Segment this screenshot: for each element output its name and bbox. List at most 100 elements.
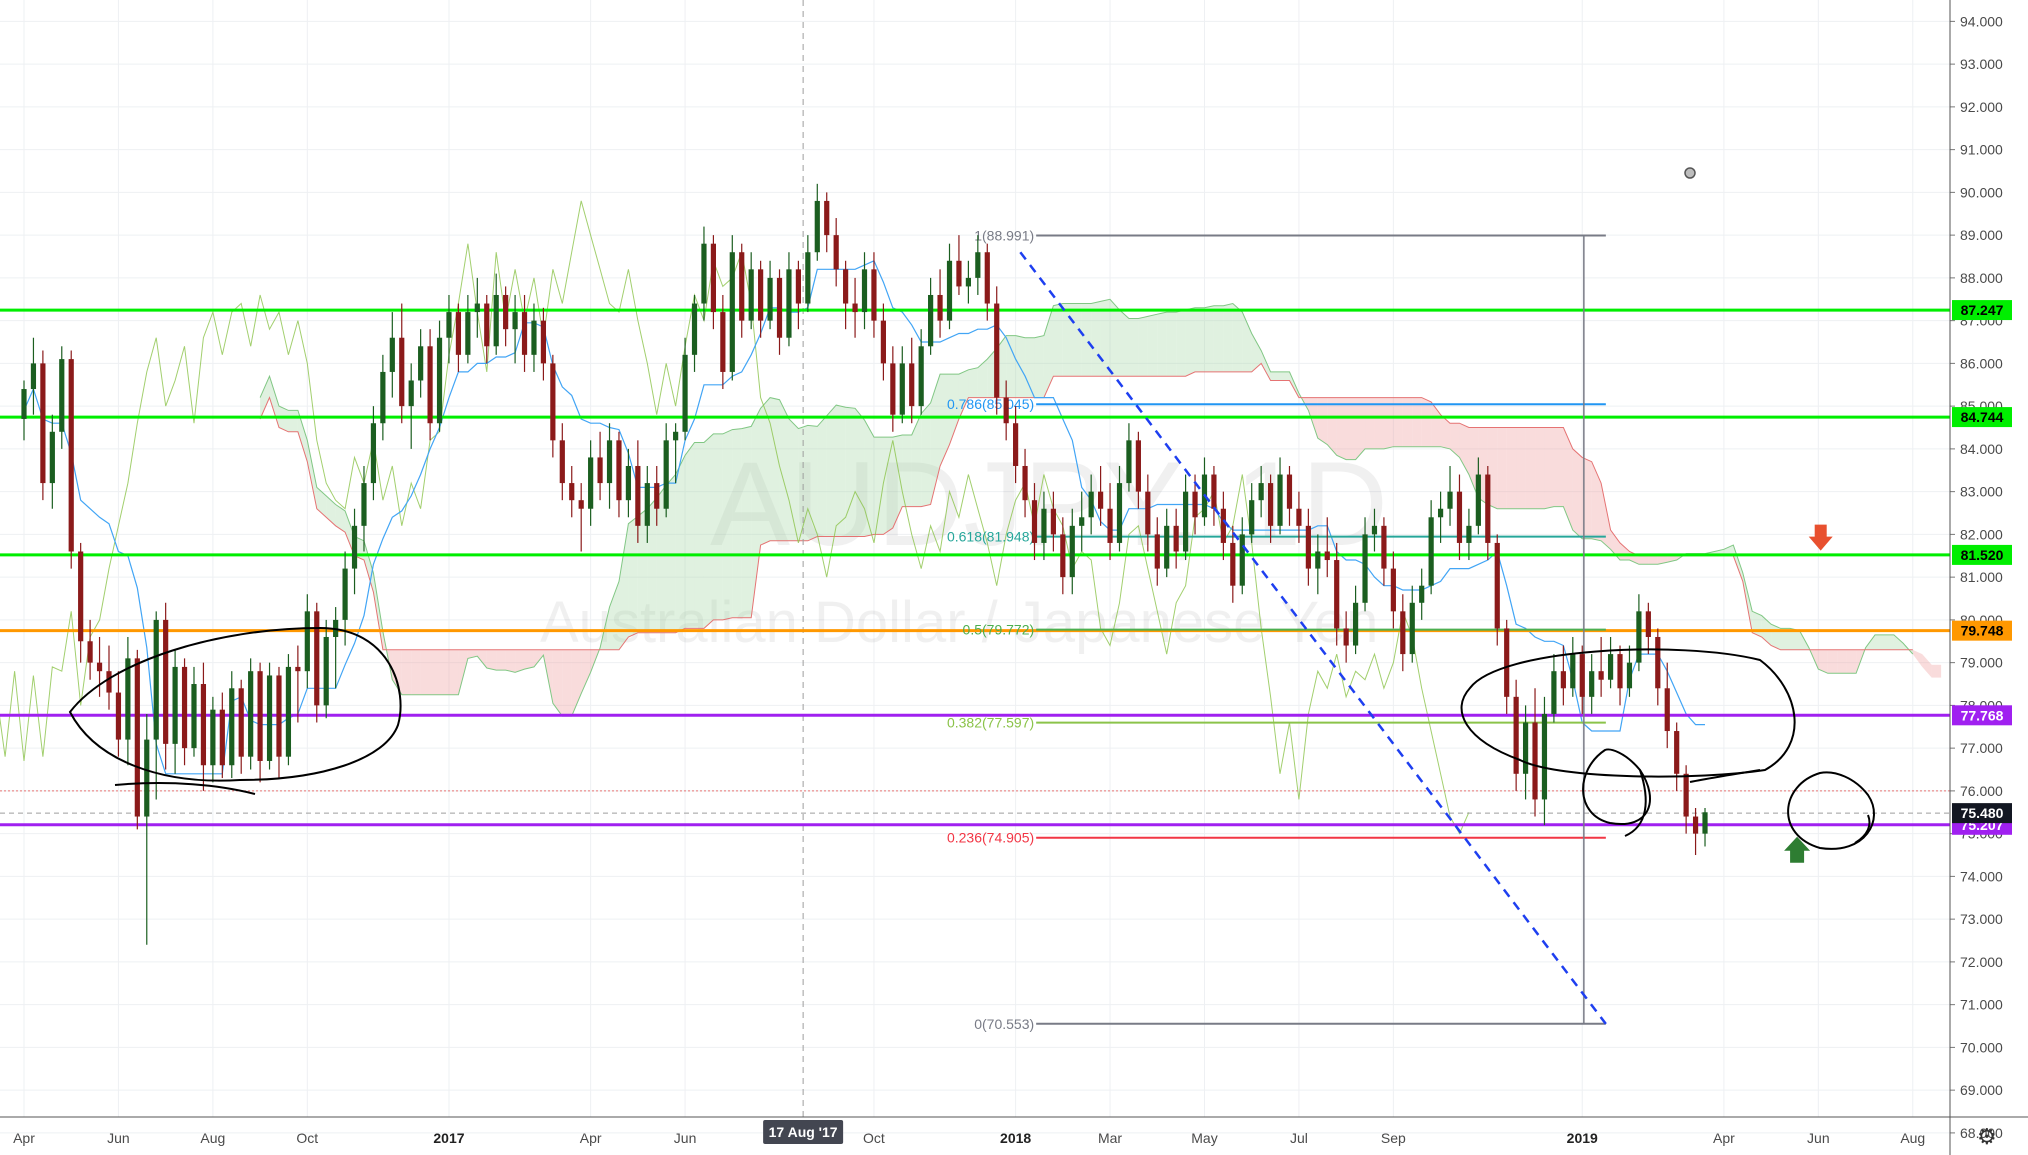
- cloud-segment: [1355, 397, 1366, 460]
- cloud-segment: [1365, 397, 1375, 449]
- cloud-segment: [675, 455, 686, 633]
- candle-body: [710, 243, 717, 313]
- candle-body: [937, 294, 943, 321]
- current-price-label: 75.480: [1961, 805, 2004, 821]
- settings-gear-icon[interactable]: ⚙: [1977, 1125, 1997, 1150]
- cloud-segment: [420, 649, 431, 695]
- cloud-segment: [524, 649, 534, 670]
- cloud-segment: [1138, 316, 1148, 377]
- current-price-badge: [1952, 803, 2012, 824]
- level-price-label: 81.520: [1961, 547, 2004, 563]
- drawn-dot[interactable]: [1684, 167, 1696, 179]
- cloud-segment: [1176, 309, 1186, 377]
- candle-body: [323, 636, 329, 706]
- candle-body: [1334, 560, 1340, 629]
- candle-body: [1239, 534, 1245, 586]
- candle-body: [729, 252, 735, 372]
- candle-body: [1400, 611, 1406, 655]
- candle-body: [1352, 602, 1359, 646]
- hand-drawn-circles[interactable]: [68, 167, 1875, 850]
- dashed-trendline[interactable]: [1019, 251, 1607, 1025]
- cloud-segment: [930, 374, 941, 505]
- cloud-segment: [883, 437, 893, 535]
- drawn-hook-low[interactable]: [1624, 769, 1647, 837]
- time-tick-label: Jun: [674, 1130, 697, 1146]
- cloud-segment: [552, 649, 563, 717]
- candle-body: [795, 269, 801, 304]
- drawn-underline-left[interactable]: [114, 782, 256, 795]
- candle-body: [663, 440, 669, 509]
- fib-level-label: 0.5(79.772): [963, 622, 1035, 638]
- drawn-underline-right[interactable]: [1689, 769, 1761, 783]
- price-tick-label: 89.000: [1960, 227, 2003, 243]
- cloud-segment: [751, 408, 761, 618]
- candle-body: [446, 312, 452, 338]
- cloud-segment: [1516, 427, 1526, 509]
- drawn-hook-current[interactable]: [1854, 814, 1871, 844]
- price-tick-label: 79.000: [1960, 655, 2003, 671]
- cloud-segment: [1081, 303, 1092, 377]
- candle-body: [172, 666, 178, 744]
- candle-body: [1664, 688, 1670, 732]
- candle-body: [625, 465, 632, 501]
- candle-body: [1692, 816, 1699, 834]
- candle-body: [276, 675, 282, 757]
- cloud-segment: [401, 649, 412, 695]
- price-tick-label: 71.000: [1960, 997, 2003, 1013]
- trendline-segment[interactable]: [1019, 251, 1607, 1025]
- candle-body: [1513, 696, 1519, 774]
- cloud-segment: [1601, 483, 1611, 550]
- candle-body: [928, 294, 934, 347]
- candle-body: [1409, 602, 1415, 655]
- candle-body: [824, 200, 830, 236]
- candle-body: [644, 483, 650, 526]
- cloud-segment: [1412, 397, 1422, 447]
- candle-body: [219, 709, 225, 766]
- candle-body: [229, 688, 235, 766]
- candle-body: [163, 619, 169, 744]
- candle-body: [153, 619, 159, 740]
- cloud-segment: [892, 434, 903, 528]
- candle-body: [1674, 731, 1680, 774]
- time-axis[interactable]: Apr Jun Aug Oct 2017 Apr Jun Oct 2018 Mar May Jul Se…: [0, 1116, 2028, 1146]
- price-tick-label: 72.000: [1960, 954, 2003, 970]
- candle-body: [238, 688, 244, 757]
- cloud-segment: [1346, 397, 1356, 460]
- cloud-segment: [1780, 628, 1791, 650]
- candle-body: [1551, 671, 1557, 714]
- drawn-ellipse-left[interactable]: [68, 626, 402, 782]
- candle-body: [295, 666, 301, 672]
- cloud-segment: [1270, 371, 1281, 381]
- price-tick-label: 84.000: [1960, 441, 2003, 457]
- cloud-segment: [486, 649, 497, 671]
- cloud-segment: [911, 413, 922, 507]
- chikou-span: [0, 200, 1470, 835]
- candle-body: [550, 363, 556, 441]
- cloud-segment: [1402, 397, 1413, 447]
- candle-body: [1598, 671, 1604, 680]
- price-axis[interactable]: 68.000 69.000 70.000 71.000 72.000 73.000 74.0…: [1949, 0, 2028, 1155]
- candle-body: [786, 269, 792, 338]
- cloud-segment: [1893, 634, 1904, 650]
- cloud-segment: [1157, 312, 1167, 377]
- fibonacci-retracement[interactable]: 1(88.991) 0.786(85.045) 0.618(81.948) 0.5(7…: [947, 228, 1606, 1032]
- cloud-segment: [1837, 649, 1847, 674]
- cloud-segment: [807, 425, 818, 541]
- fib-level-label: 0(70.553): [974, 1016, 1034, 1032]
- drawn-ellipse-right[interactable]: [1460, 648, 1796, 778]
- cloud-segment: [770, 397, 780, 541]
- cloud-segment: [1884, 634, 1894, 650]
- candle-body: [78, 551, 84, 642]
- drawn-circle-low[interactable]: [1582, 748, 1651, 826]
- candle-body: [49, 431, 55, 484]
- cloud-segment: [307, 440, 317, 509]
- candle-body: [861, 269, 868, 313]
- candle-body: [1494, 542, 1500, 629]
- arrow-down-icon: [1808, 524, 1833, 551]
- cloud-segment: [477, 649, 487, 668]
- drawn-circle-current[interactable]: [1787, 771, 1875, 850]
- candle-body: [843, 269, 849, 304]
- candle-body: [144, 739, 150, 817]
- cloud-segment: [335, 504, 346, 533]
